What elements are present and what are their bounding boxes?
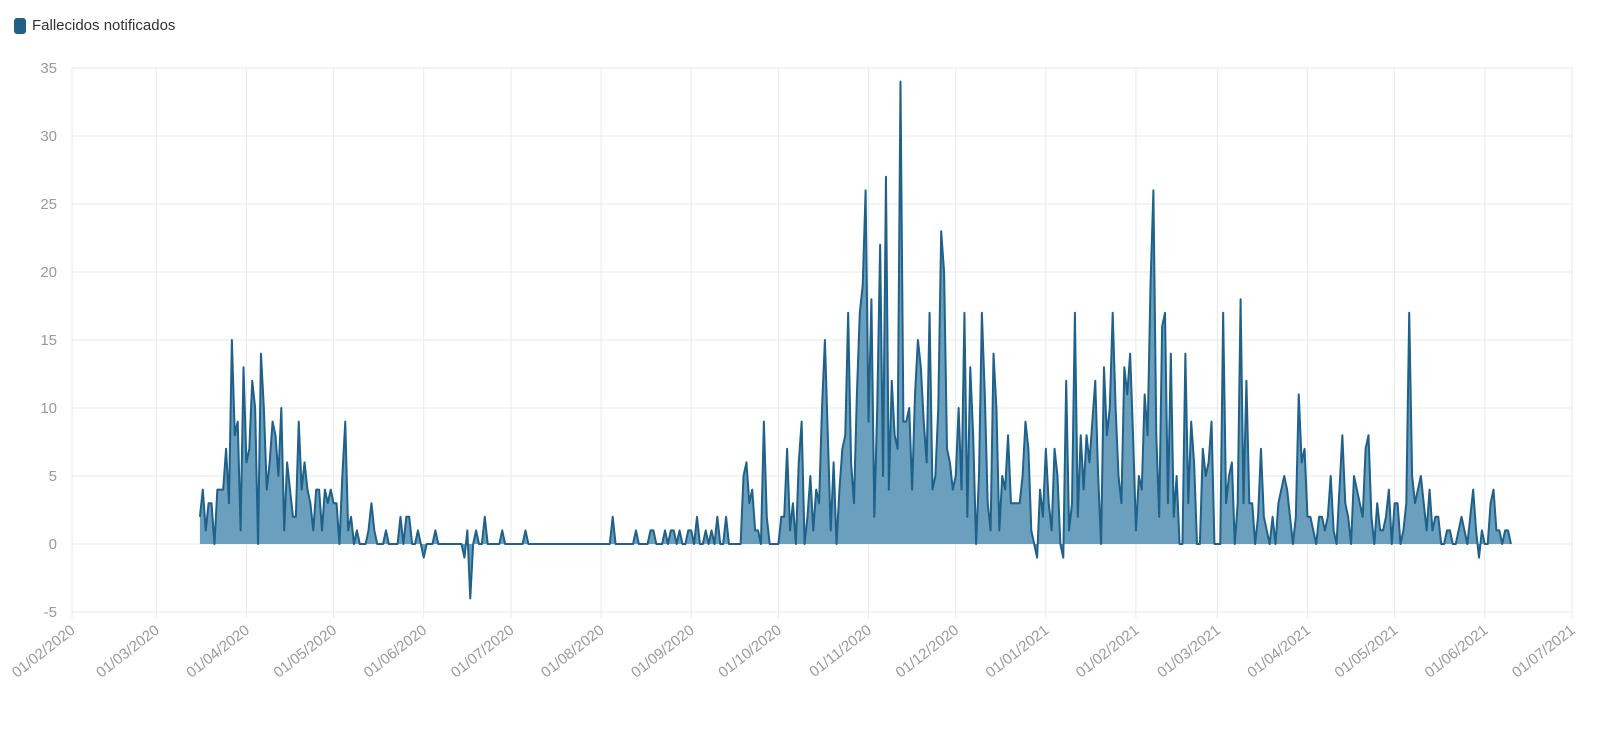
y-tick-label: 5: [49, 468, 57, 485]
y-axis: -5 0 5 10 15 20 25 30 35: [40, 60, 57, 621]
x-tick-label: 01/01/2021: [983, 622, 1053, 682]
y-tick-label: 15: [40, 332, 57, 349]
x-tick-label: 01/03/2021: [1154, 622, 1224, 682]
x-axis: 01/02/2020 01/03/2020 01/04/2020 01/05/2020…: [9, 622, 1579, 682]
x-tick-label: 01/11/2020: [806, 622, 875, 681]
legend-label: Fallecidos notificados: [32, 17, 176, 34]
y-tick-label: 0: [49, 536, 57, 553]
series-line: [198, 80, 1512, 600]
x-tick-label: 01/12/2020: [893, 622, 963, 682]
series-layer: [198, 80, 1512, 600]
x-tick-label: 01/10/2020: [715, 622, 785, 682]
y-tick-label: -5: [44, 604, 57, 621]
x-tick-label: 01/09/2020: [628, 622, 698, 682]
x-tick-label: 01/04/2021: [1244, 622, 1314, 682]
x-tick-label: 01/02/2021: [1073, 622, 1143, 682]
x-tick-label: 01/05/2021: [1332, 622, 1402, 682]
y-tick-label: 30: [40, 128, 57, 145]
legend[interactable]: Fallecidos notificados: [14, 17, 175, 34]
x-tick-label: 01/02/2020: [9, 622, 79, 682]
x-tick-label: 01/06/2020: [361, 622, 431, 682]
x-tick-label: 01/07/2020: [448, 622, 518, 682]
x-tick-label: 01/05/2020: [270, 622, 340, 682]
legend-swatch: [14, 17, 26, 34]
y-tick-label: 20: [40, 264, 57, 281]
x-tick-label: 01/04/2020: [183, 622, 253, 682]
y-tick-label: 10: [40, 400, 57, 417]
x-tick-label: 01/08/2020: [538, 622, 608, 682]
x-tick-label: 01/03/2020: [93, 622, 163, 682]
series-area: [199, 81, 1511, 599]
x-tick-label: 01/06/2021: [1422, 622, 1492, 682]
y-tick-label: 35: [40, 60, 57, 77]
x-tick-label: 01/07/2021: [1509, 622, 1579, 682]
y-tick-label: 25: [40, 196, 57, 213]
